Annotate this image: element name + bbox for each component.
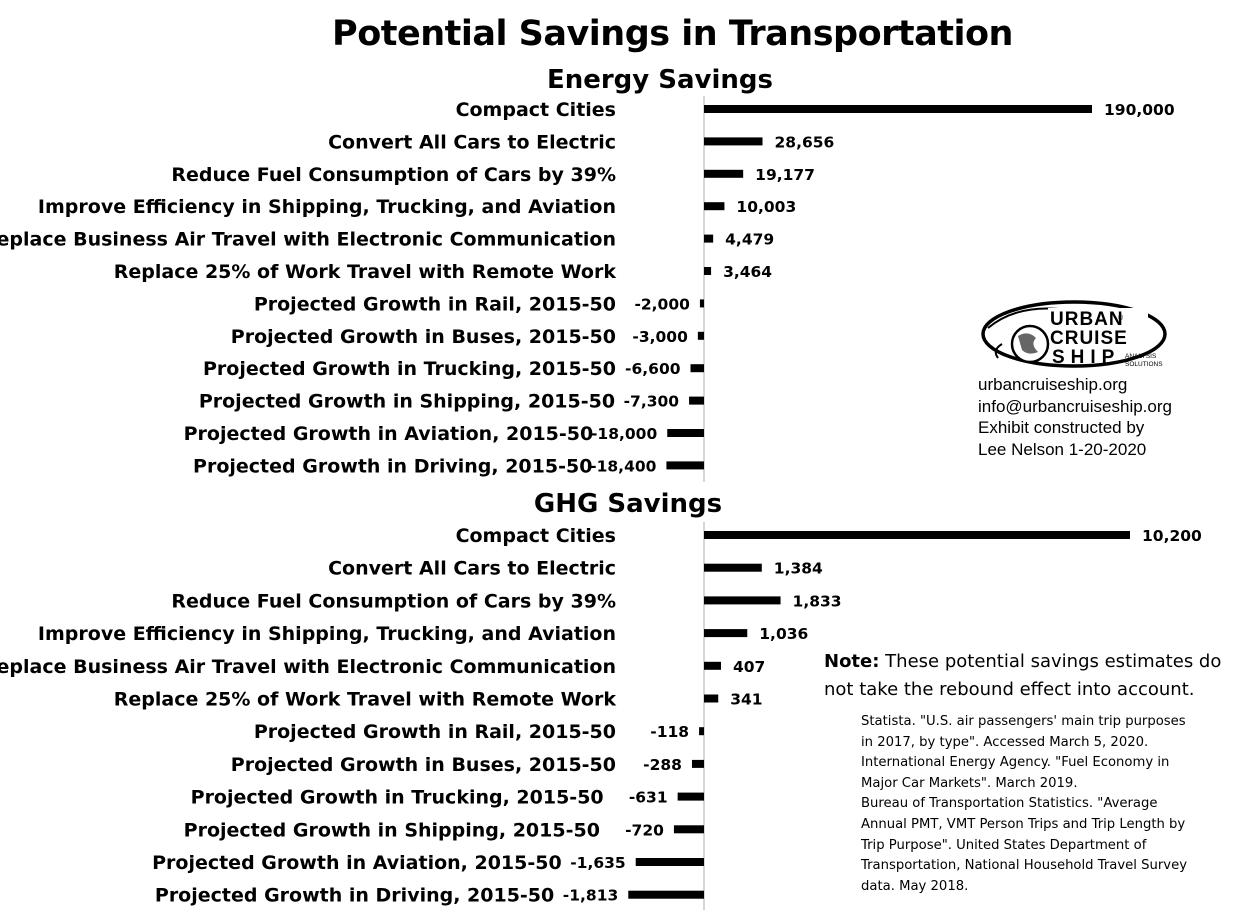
ghg-value-label: -1,635 [570, 854, 625, 872]
logo-registered: ® [1118, 314, 1124, 322]
energy-category-label: Compact Cities [456, 99, 616, 121]
ghg-value-label: -1,813 [563, 887, 618, 905]
ghg-bar [628, 890, 704, 899]
energy-value-label: -18,400 [590, 457, 656, 475]
ghg-category-label: Projected Growth in Trucking, 2015-50 [191, 787, 604, 809]
energy-bar [704, 169, 744, 178]
ghg-category-label: Projected Growth in Aviation, 2015-50 [152, 852, 562, 874]
energy-bar [689, 396, 704, 405]
energy-bar [704, 137, 763, 146]
ghg-value-label: -720 [625, 821, 664, 839]
ghg-value-label: 1,036 [759, 625, 808, 643]
contact-block: urbancruiseship.org info@urbancruiseship… [978, 374, 1172, 460]
energy-value-label: 190,000 [1104, 101, 1175, 119]
ghg-value-label: -118 [650, 723, 689, 741]
ghg-savings-chart: GHG Savings Compact Cities 10,200 Convert A… [0, 489, 1202, 910]
source-item: International Energy Agency. "Fuel Econo… [861, 755, 1170, 791]
ghg-value-label: 341 [730, 691, 762, 709]
note-label: Note: [824, 651, 880, 672]
energy-category-label: Projected Growth in Trucking, 2015-50 [203, 358, 616, 380]
note-text: These potential savings estimates do not… [824, 651, 1222, 700]
energy-category-label: Reduce Fuel Consumption of Cars by 39% [171, 164, 616, 186]
ghg-category-label: Projected Growth in Rail, 2015-50 [254, 721, 616, 743]
energy-category-label: Projected Growth in Driving, 2015-50 [193, 455, 592, 477]
ghg-category-label: Compact Cities [456, 525, 616, 547]
ghg-bar [691, 759, 704, 768]
energy-category-label: Projected Growth in Aviation, 2015-50 [184, 423, 594, 445]
ghg-category-label: Replace Business Air Travel with Electro… [0, 656, 616, 678]
energy-bar [667, 429, 704, 437]
ghg-value-label: 1,384 [774, 560, 823, 578]
ghg-section-title: GHG Savings [534, 489, 722, 519]
website-text: urbancruiseship.org [978, 375, 1128, 394]
ghg-bar [704, 694, 719, 703]
energy-value-label: 19,177 [755, 166, 815, 184]
ghg-bar [673, 825, 704, 834]
energy-bar [697, 331, 704, 340]
energy-bar [690, 364, 704, 373]
credit-text: Exhibit constructed by [978, 418, 1145, 437]
energy-bar [704, 234, 714, 243]
ghg-bar [704, 531, 1130, 539]
author-date-text: Lee Nelson 1-20-2020 [978, 439, 1147, 459]
sources-block: Statista. "U.S. air passengers' main tri… [861, 712, 1201, 897]
ghg-value-label: 407 [733, 658, 765, 676]
energy-value-label: -3,000 [632, 328, 688, 346]
energy-bar [704, 267, 712, 275]
energy-bar [699, 299, 704, 308]
energy-section-title: Energy Savings [547, 65, 773, 95]
energy-value-label: 3,464 [723, 263, 772, 281]
logo-text-urban: URBAN [1050, 309, 1124, 330]
note-block: Note: These potential savings estimates … [824, 648, 1224, 704]
logo-tag-analysis: ANALYSIS [1125, 353, 1157, 360]
energy-value-label: -7,300 [624, 393, 680, 411]
energy-category-label: Replace 25% of Work Travel with Remote W… [114, 261, 617, 283]
ghg-bar [635, 858, 704, 866]
logo-text-ship: SHIP [1052, 347, 1120, 368]
email-text: info@urbancruiseship.org [978, 396, 1172, 416]
ghg-category-label: Convert All Cars to Electric [328, 558, 616, 580]
ghg-category-label: Projected Growth in Driving, 2015-50 [155, 885, 554, 907]
energy-value-label: 28,656 [775, 133, 835, 151]
ghg-bar [704, 563, 762, 572]
chart-title: Potential Savings in Transportation [332, 14, 1013, 54]
energy-bar [704, 105, 1092, 113]
ghg-category-label: Improve Efficiency in Shipping, Trucking… [38, 623, 616, 645]
ghg-value-label: 10,200 [1142, 527, 1202, 545]
energy-category-label: Convert All Cars to Electric [328, 131, 616, 153]
energy-savings-chart: Energy Savings Compact Cities 190,000 Conve… [0, 65, 1175, 482]
energy-value-label: -18,000 [591, 425, 657, 443]
ghg-value-label: 1,833 [793, 592, 842, 610]
energy-category-label: Projected Growth in Shipping, 2015-50 [199, 391, 615, 413]
ghg-category-label: Replace 25% of Work Travel with Remote W… [114, 689, 617, 711]
ghg-category-label: Projected Growth in Buses, 2015-50 [231, 754, 616, 776]
source-item: Statista. "U.S. air passengers' main tri… [861, 714, 1186, 750]
energy-category-label: Improve Efficiency in Shipping, Trucking… [38, 196, 616, 218]
ghg-bar [677, 792, 704, 801]
energy-bar [666, 461, 704, 470]
ghg-bar [704, 629, 748, 638]
urban-cruise-ship-logo: URBAN CRUISE SHIP ANALYSIS SOLUTIONS ® [981, 300, 1167, 368]
energy-category-label: Replace Business Air Travel with Electro… [0, 229, 616, 251]
energy-value-label: -6,600 [625, 360, 681, 378]
logo-tag-solutions: SOLUTIONS [1125, 361, 1163, 368]
ghg-bar [704, 596, 781, 605]
ghg-bar [704, 661, 721, 670]
ghg-bar [699, 727, 704, 736]
ghg-category-label: Projected Growth in Shipping, 2015-50 [184, 819, 600, 841]
energy-value-label: 10,003 [736, 198, 796, 216]
energy-category-label: Projected Growth in Buses, 2015-50 [231, 326, 616, 348]
energy-bar [704, 202, 725, 211]
energy-value-label: 4,479 [725, 231, 774, 249]
source-item: Bureau of Transportation Statistics. "Av… [861, 796, 1187, 894]
ghg-value-label: -631 [629, 789, 668, 807]
energy-value-label: -2,000 [634, 295, 690, 313]
ghg-category-label: Reduce Fuel Consumption of Cars by 39% [171, 590, 616, 612]
energy-category-label: Projected Growth in Rail, 2015-50 [254, 293, 616, 315]
logo-text-cruise: CRUISE [1050, 328, 1128, 349]
ghg-value-label: -288 [643, 756, 682, 774]
